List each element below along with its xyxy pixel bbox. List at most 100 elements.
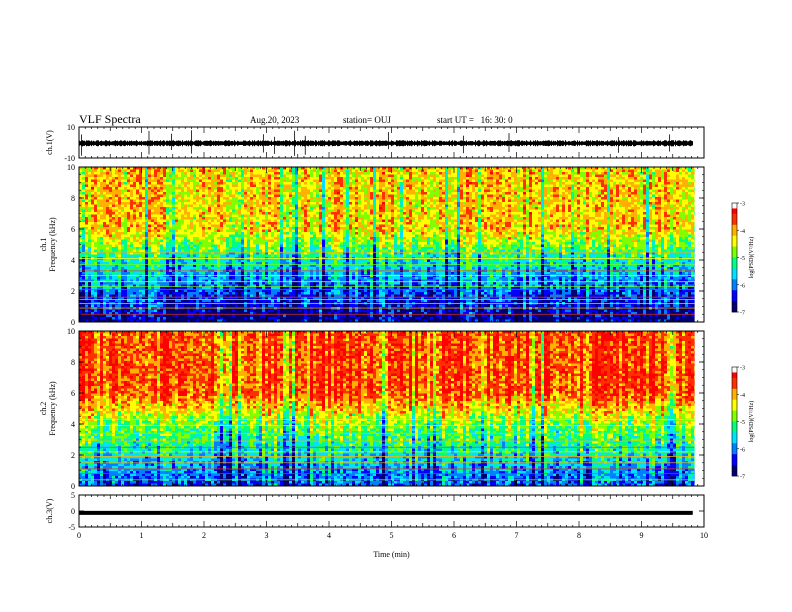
ch1-colorbar-swatch: [732, 262, 737, 266]
ch1-freq-tick-label: 4: [71, 256, 75, 265]
ch2-colorbar-swatch: [732, 368, 737, 371]
x-tick-label: 8: [577, 531, 581, 540]
ch2-colorbar-swatch: [732, 466, 737, 470]
ch2-colorbar-swatch: [732, 383, 737, 386]
ch1-colorbar-swatch: [732, 237, 737, 240]
x-tick-label: 7: [515, 531, 519, 540]
ch2-colorbar-swatch: [732, 432, 737, 435]
ch2-colorbar-swatch: [732, 379, 737, 382]
ch2-colorbar-swatch: [732, 386, 737, 390]
ch2-colorbar-swatch: [732, 437, 737, 440]
ch2-colorbar-swatch: [732, 454, 737, 457]
x-tick-label: 3: [265, 531, 269, 540]
ch2-colorbar-swatch: [732, 417, 737, 420]
ch3-y-tick-label: -5: [68, 523, 75, 532]
ch1-colorbar-swatch: [732, 213, 737, 217]
ch1-y-tick-label: 10: [67, 123, 75, 132]
ch2-colorbar-swatch: [732, 421, 737, 424]
ch2-colorbar-tick-label: -3: [740, 366, 745, 372]
ch2-colorbar-swatch: [732, 399, 737, 402]
ch1-colorbar-swatch: [732, 275, 737, 278]
ch2-colorbar-swatch: [732, 394, 737, 397]
ch2-colorbar-swatch: [732, 459, 737, 462]
ch1-colorbar-swatch: [732, 224, 737, 227]
ch1-colorbar-swatch: [732, 203, 737, 206]
ch1-colorbar-swatch: [732, 250, 737, 253]
ch1-colorbar-swatch: [732, 279, 737, 282]
ch1-colorbar-swatch: [732, 268, 737, 271]
ch2-colorbar-swatch: [732, 445, 737, 448]
ch1-colorbar-swatch: [732, 266, 737, 269]
ch1-colorbar-swatch: [732, 261, 737, 264]
ch1-colorbar-swatch: [732, 204, 737, 207]
ch1-colorbar-swatch: [732, 304, 737, 307]
ch1-colorbar-swatch: [732, 257, 737, 260]
ch2-colorbar-swatch: [732, 419, 737, 422]
ch2-colorbar-swatch: [732, 372, 737, 375]
chart-data-layer: [79, 130, 704, 515]
ch2-freq-ylabel: ch.2Frequency (kHz): [39, 381, 57, 436]
ch2-colorbar-swatch: [732, 443, 737, 446]
ch1-colorbar-swatch: [732, 273, 737, 276]
x-tick-label: 10: [700, 531, 708, 540]
ch1-colorbar-label: log(PSD)(V²/Hz): [748, 237, 755, 278]
ch2-colorbar-swatch: [732, 401, 737, 404]
ch1-colorbar-tick-label: -4: [740, 229, 745, 235]
ch1-colorbar-swatch: [732, 295, 737, 298]
ch1-colorbar-swatch: [732, 299, 737, 302]
ch1-colorbar-swatch: [732, 221, 737, 224]
ch2-colorbar-swatch: [732, 446, 737, 450]
ch2-colorbar-swatch: [732, 434, 737, 437]
ch2-colorbar-swatch: [732, 412, 737, 415]
ch2-colorbar-swatch: [732, 450, 737, 453]
ch2-colorbar-swatch: [732, 374, 737, 377]
ch2-colorbar-swatch: [732, 423, 737, 426]
ch2-colorbar-tick-label: -5: [740, 420, 745, 426]
x-tick-label: 0: [77, 531, 81, 540]
ch1-colorbar-swatch: [732, 241, 737, 244]
ch1-freq-tick-label: 8: [71, 194, 75, 203]
ch2-colorbar-swatch: [732, 377, 737, 381]
ch2-freq-tick-label: 2: [71, 451, 75, 460]
ch2-colorbar-swatch: [732, 461, 737, 464]
ch1-colorbar-swatch: [732, 284, 737, 287]
ch1-waveform-ylabel: ch.1(V): [45, 130, 54, 155]
ch2-colorbar-swatch: [732, 410, 737, 413]
ch1-colorbar-swatch: [732, 252, 737, 255]
ch1-colorbar-swatch: [732, 281, 737, 284]
ch2-spectrogram-gap: [694, 331, 704, 486]
x-tick-label: 1: [140, 531, 144, 540]
ch1-colorbar-swatch: [732, 270, 737, 273]
x-tick-label: 9: [640, 531, 644, 540]
ch2-freq-ylabel-line2: Frequency (kHz): [48, 381, 57, 436]
ch1-freq-tick-label: 10: [67, 163, 75, 172]
ch1-colorbar-swatch: [732, 244, 737, 247]
ch2-colorbar-swatch: [732, 414, 737, 417]
ch2-colorbar-swatch: [732, 472, 737, 475]
ch2-colorbar-swatch: [732, 392, 737, 395]
x-tick-label: 5: [390, 531, 394, 540]
ch2-freq-ylabel-line1: ch.2: [39, 402, 48, 416]
ch2-colorbar-swatch: [732, 430, 737, 433]
ch2-colorbar-swatch: [732, 448, 737, 451]
ch2-colorbar-tick-label: -7: [740, 475, 745, 481]
ch1-colorbar-swatch: [732, 208, 737, 211]
ch2-colorbar-swatch: [732, 439, 737, 442]
ch2-colorbar-swatch: [732, 452, 737, 455]
ch1-colorbar-swatch: [732, 306, 737, 309]
ch2-freq-tick-label: 6: [71, 389, 75, 398]
ch1-colorbar-swatch: [732, 310, 737, 313]
ch1-spectrogram-gap: [694, 167, 704, 322]
station-label: station= OUJ: [343, 115, 391, 125]
ch1-colorbar-swatch: [732, 272, 737, 275]
ch1-colorbar-swatch: [732, 232, 737, 235]
ch2-colorbar-swatch: [732, 381, 737, 384]
ch1-freq-tick-label: 6: [71, 225, 75, 234]
ch2-freq-tick-label: 4: [71, 420, 75, 429]
ch1-colorbar-swatch: [732, 259, 737, 262]
ch2-colorbar-swatch: [732, 426, 737, 430]
ch1-colorbar-swatch: [732, 210, 737, 213]
ch2-colorbar-swatch: [732, 405, 737, 408]
figure-header: VLF Spectra Aug.20, 2023 station= OUJ st…: [79, 112, 513, 126]
ch1-colorbar-swatch: [732, 222, 737, 226]
